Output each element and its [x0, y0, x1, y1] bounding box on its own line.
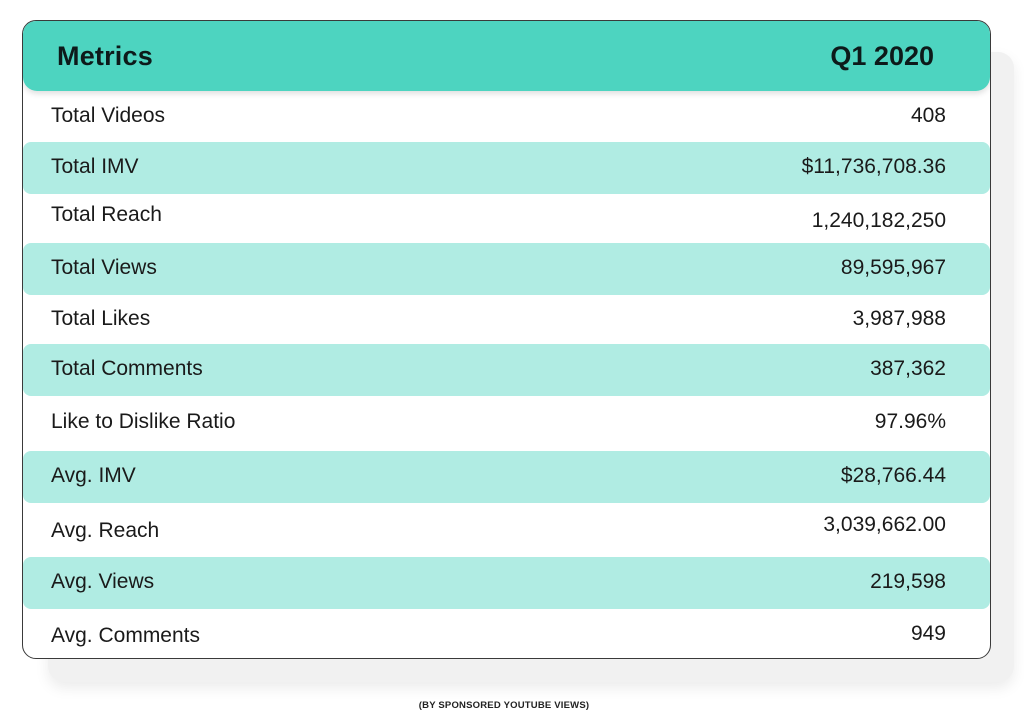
table-row: Total IMV $11,736,708.36	[23, 142, 990, 194]
row-label: Total Reach	[51, 203, 162, 226]
row-label: Like to Dislike Ratio	[51, 410, 236, 433]
row-value: 408	[910, 104, 946, 127]
row-label: Total Views	[51, 256, 157, 279]
row-value: 949	[910, 622, 946, 645]
row-value: 219,598	[870, 570, 946, 593]
table-row: Avg. Comments 949	[23, 610, 990, 658]
row-label: Total IMV	[51, 155, 139, 178]
row-value: 89,595,967	[840, 256, 946, 279]
table-row: Like to Dislike Ratio 97.96%	[23, 397, 990, 449]
footnote: (BY SPONSORED YOUTUBE VIEWS)	[418, 700, 590, 711]
row-value: $11,736,708.36	[801, 155, 946, 178]
metrics-table: Metrics Q1 2020 Total Videos 408 Total I…	[22, 20, 991, 659]
row-value: 97.96%	[874, 410, 946, 433]
table-row: Total Videos 408	[23, 91, 990, 143]
row-value: $28,766.44	[840, 464, 946, 487]
row-label: Total Comments	[51, 357, 203, 380]
row-value: 3,039,662.00	[823, 513, 946, 536]
row-label: Total Videos	[51, 104, 166, 127]
table-row: Total Comments 387,362	[23, 344, 990, 396]
table-row: Avg. IMV $28,766.44	[23, 451, 990, 503]
header-period-label: Q1 2020	[830, 41, 934, 71]
table-row: Total Reach 1,240,182,250	[23, 193, 990, 245]
table-row: Total Views 89,595,967	[23, 243, 990, 295]
header-metrics-label: Metrics	[57, 41, 153, 71]
row-label: Avg. Comments	[51, 624, 200, 647]
row-label: Avg. Reach	[51, 519, 160, 542]
row-label: Avg. IMV	[51, 464, 136, 487]
row-label: Avg. Views	[51, 570, 155, 593]
table-row: Avg. Reach 3,039,662.00	[23, 504, 990, 556]
row-label: Total Likes	[51, 307, 151, 330]
row-value: 1,240,182,250	[811, 209, 946, 232]
row-value: 3,987,988	[852, 307, 946, 330]
table-header: Metrics Q1 2020	[23, 21, 990, 91]
table-row: Total Likes 3,987,988	[23, 294, 990, 346]
table-row: Avg. Views 219,598	[23, 557, 990, 609]
row-value: 387,362	[870, 357, 946, 380]
